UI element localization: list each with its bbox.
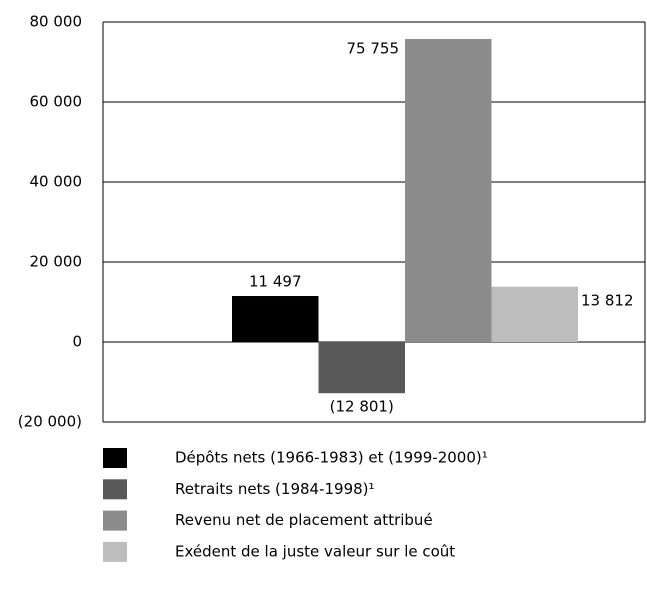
- legend-swatch: [103, 448, 127, 468]
- y-tick-label: 80 000: [30, 13, 83, 31]
- legend-label: Dépôts nets (1966-1983) et (1999-2000)¹: [175, 449, 488, 467]
- value-label: 13 812: [581, 291, 634, 309]
- y-tick-label: 60 000: [30, 93, 83, 111]
- value-label: 11 497: [249, 273, 302, 291]
- legend-swatch: [103, 479, 127, 500]
- bar: [232, 296, 319, 342]
- y-tick-label: 0: [72, 333, 82, 351]
- y-tick-label: 40 000: [30, 173, 83, 191]
- legend-label: Exédent de la juste valeur sur le coût: [175, 542, 455, 560]
- legend-swatch: [103, 541, 127, 562]
- value-label: 75 755: [347, 39, 400, 57]
- legend-swatch: [103, 510, 127, 531]
- bar: [491, 286, 578, 342]
- bar: [405, 38, 492, 342]
- bar: [318, 342, 405, 394]
- y-tick-label: (20 000): [18, 413, 82, 431]
- legend-label: Retraits nets (1984-1998)¹: [175, 480, 375, 498]
- value-label: (12 801): [330, 398, 394, 416]
- legend-label: Revenu net de placement attribué: [175, 511, 433, 529]
- y-tick-label: 20 000: [30, 253, 83, 271]
